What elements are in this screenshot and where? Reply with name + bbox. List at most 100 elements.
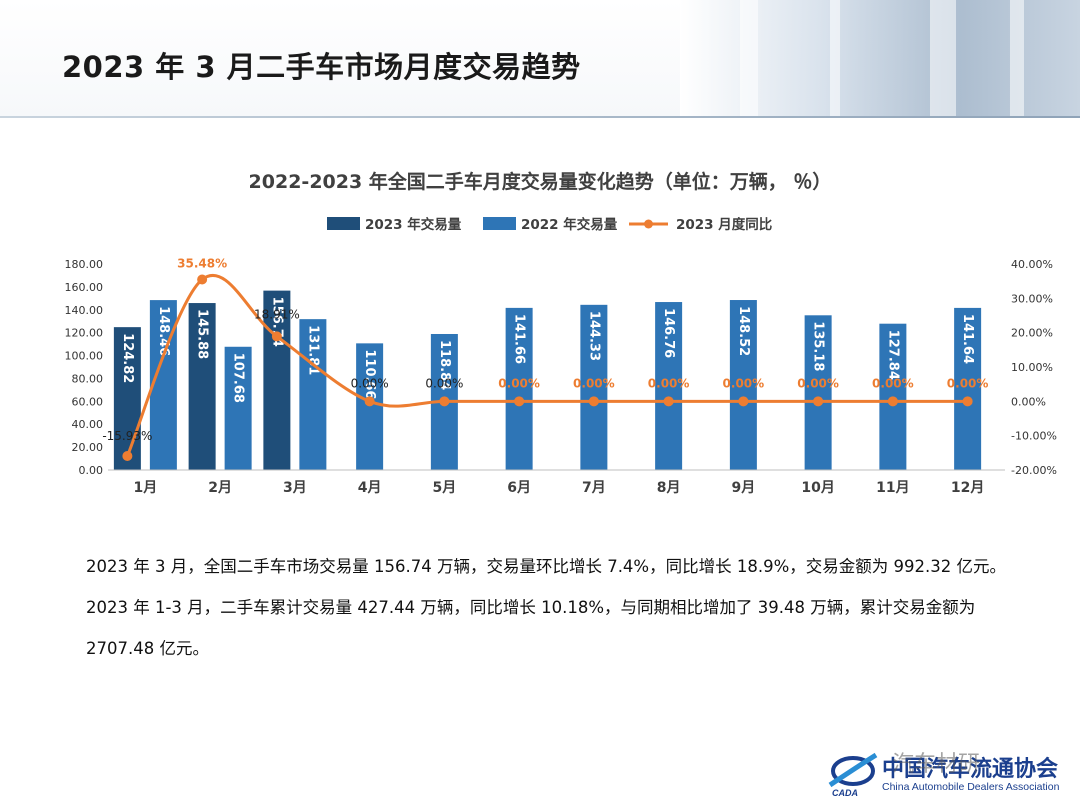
yoy-value-label: 0.00%: [351, 376, 389, 390]
bar-2-9月: [729, 300, 757, 470]
x-tick-label: 1月: [134, 480, 158, 496]
y-left-tick: 80.00: [72, 372, 104, 385]
yoy-value-label: 0.00%: [573, 376, 615, 390]
cada-logo-icon: CADA: [828, 752, 878, 797]
bar-2-3月: [299, 319, 327, 470]
yoy-value-label: 0.00%: [947, 376, 989, 390]
bar-2-10月: [804, 315, 832, 470]
bar-1-1月: [113, 327, 141, 470]
bar-2-8月: [655, 302, 683, 470]
x-tick-label: 2月: [208, 480, 232, 496]
x-tick-label: 4月: [358, 480, 382, 496]
legend-label-1: 2023 年交易量: [365, 216, 462, 233]
yoy-value-label: 0.00%: [872, 376, 914, 390]
y-right-tick: -10.00%: [1011, 430, 1057, 443]
x-tick-label: 8月: [657, 480, 681, 496]
yoy-point-10月: [813, 396, 824, 407]
x-tick-label: 7月: [582, 480, 606, 496]
org-name-cn: 中国汽车流通协会: [882, 757, 1059, 782]
header-divider: [0, 116, 1080, 118]
y-left-tick: 140.00: [65, 304, 104, 317]
bar-2-12月: [954, 307, 982, 470]
bar-value-label: 141.64: [960, 314, 975, 364]
yoy-point-11月: [887, 396, 898, 407]
x-tick-label: 12月: [951, 480, 984, 496]
yoy-line: [125, 273, 968, 457]
org-name-en: China Automobile Dealers Association: [882, 781, 1060, 793]
bar-1-3月: [263, 290, 291, 470]
x-tick-label: 11月: [876, 480, 909, 496]
summary-text: 2023 年 3 月，全国二手车市场交易量 156.74 万辆，交易量环比增长 …: [86, 546, 1046, 669]
y-right-tick: 40.00%: [1011, 258, 1053, 271]
yoy-value-label: 0.00%: [797, 376, 839, 390]
header-banner: 2023 年 3 月二手车市场月度交易趋势: [0, 0, 1080, 118]
yoy-point-1月: [122, 451, 133, 462]
y-left-tick: 160.00: [65, 281, 104, 294]
trade-volume-chart: 2022-2023 年全国二手车月度交易量变化趋势（单位：万辆， ％） 2023 …: [65, 170, 1057, 496]
bar-1-2月: [188, 303, 216, 470]
bar-2-7月: [580, 304, 608, 470]
yoy-point-7月: [588, 396, 599, 407]
summary-paragraph-1: 2023 年 3 月，全国二手车市场交易量 156.74 万辆，交易量环比增长 …: [86, 557, 1006, 576]
bar-value-label: 141.66: [512, 314, 527, 364]
x-tick-label: 10月: [801, 480, 834, 496]
yoy-point-8月: [663, 396, 674, 407]
bar-value-label: 148.52: [736, 306, 751, 356]
legend-label-2: 2022 年交易量: [521, 216, 618, 233]
yoy-point-12月: [962, 396, 973, 407]
legend-swatch-1: [327, 217, 360, 230]
yoy-point-6月: [514, 396, 525, 407]
x-tick-label: 6月: [507, 480, 531, 496]
yoy-value-label: 0.00%: [425, 376, 463, 390]
y-left-tick: 100.00: [65, 350, 104, 363]
y-left-tick: 0.00: [79, 464, 104, 477]
chart-title: 2022-2023 年全国二手车月度交易量变化趋势（单位：万辆， ％）: [249, 170, 832, 193]
yoy-value-label: 0.00%: [648, 376, 690, 390]
bar-value-label: 148.46: [156, 306, 171, 356]
y-right-tick: 30.00%: [1011, 292, 1053, 305]
header-photo: [680, 0, 1080, 118]
yoy-value-label: 18.91%: [254, 307, 300, 321]
legend-label-3: 2023 月度同比: [676, 216, 772, 233]
x-tick-label: 9月: [732, 480, 756, 496]
bar-value-label: 127.84: [885, 330, 900, 380]
summary-paragraph-2: 2023 年 1-3 月，二手车累计交易量 427.44 万辆，同比增长 10.…: [86, 598, 976, 658]
y-right-tick: 10.00%: [1011, 361, 1053, 374]
yoy-value-label: 35.48%: [177, 257, 227, 271]
y-left-tick: 60.00: [72, 395, 104, 408]
page-title: 2023 年 3 月二手车市场月度交易趋势: [62, 50, 581, 84]
bar-value-label: 145.88: [195, 309, 210, 359]
yoy-value-label: 0.00%: [498, 376, 540, 390]
yoy-point-4月: [364, 396, 375, 407]
legend-swatch-2: [483, 217, 516, 230]
bar-2-2月: [224, 346, 252, 470]
yoy-value-label: -15.93%: [102, 429, 152, 443]
y-left-tick: 180.00: [65, 258, 104, 271]
y-right-tick: 20.00%: [1011, 327, 1053, 340]
yoy-point-2月: [197, 274, 208, 285]
cada-logo-text: CADA: [832, 788, 858, 797]
x-tick-label: 5月: [433, 480, 457, 496]
footer-logo: CADA 中国汽车流通协会 China Automobile Dealers A…: [820, 745, 1075, 805]
bar-value-label: 135.18: [811, 321, 826, 371]
bar-2-1月: [149, 300, 177, 470]
y-right-tick: -20.00%: [1011, 464, 1057, 477]
bar-2-6月: [505, 307, 533, 470]
bar-2-4月: [356, 343, 384, 470]
bar-value-label: 110.66: [362, 349, 377, 399]
bar-value-label: 107.68: [231, 353, 246, 403]
y-left-tick: 120.00: [65, 327, 104, 340]
y-right-tick: 0.00%: [1011, 395, 1046, 408]
bar-value-label: 124.82: [120, 333, 135, 383]
yoy-point-9月: [738, 396, 749, 407]
y-left-tick: 20.00: [72, 441, 104, 454]
bar-value-label: 118.84: [437, 340, 452, 390]
legend-line-marker: [644, 219, 653, 229]
yoy-value-label: 0.00%: [723, 376, 765, 390]
bar-value-label: 146.76: [661, 308, 676, 358]
yoy-point-3月: [271, 331, 282, 342]
x-tick-label: 3月: [283, 480, 307, 496]
watermark-text: 汽车材研: [892, 752, 981, 777]
y-left-tick: 40.00: [72, 418, 104, 431]
yoy-point-5月: [439, 396, 450, 407]
